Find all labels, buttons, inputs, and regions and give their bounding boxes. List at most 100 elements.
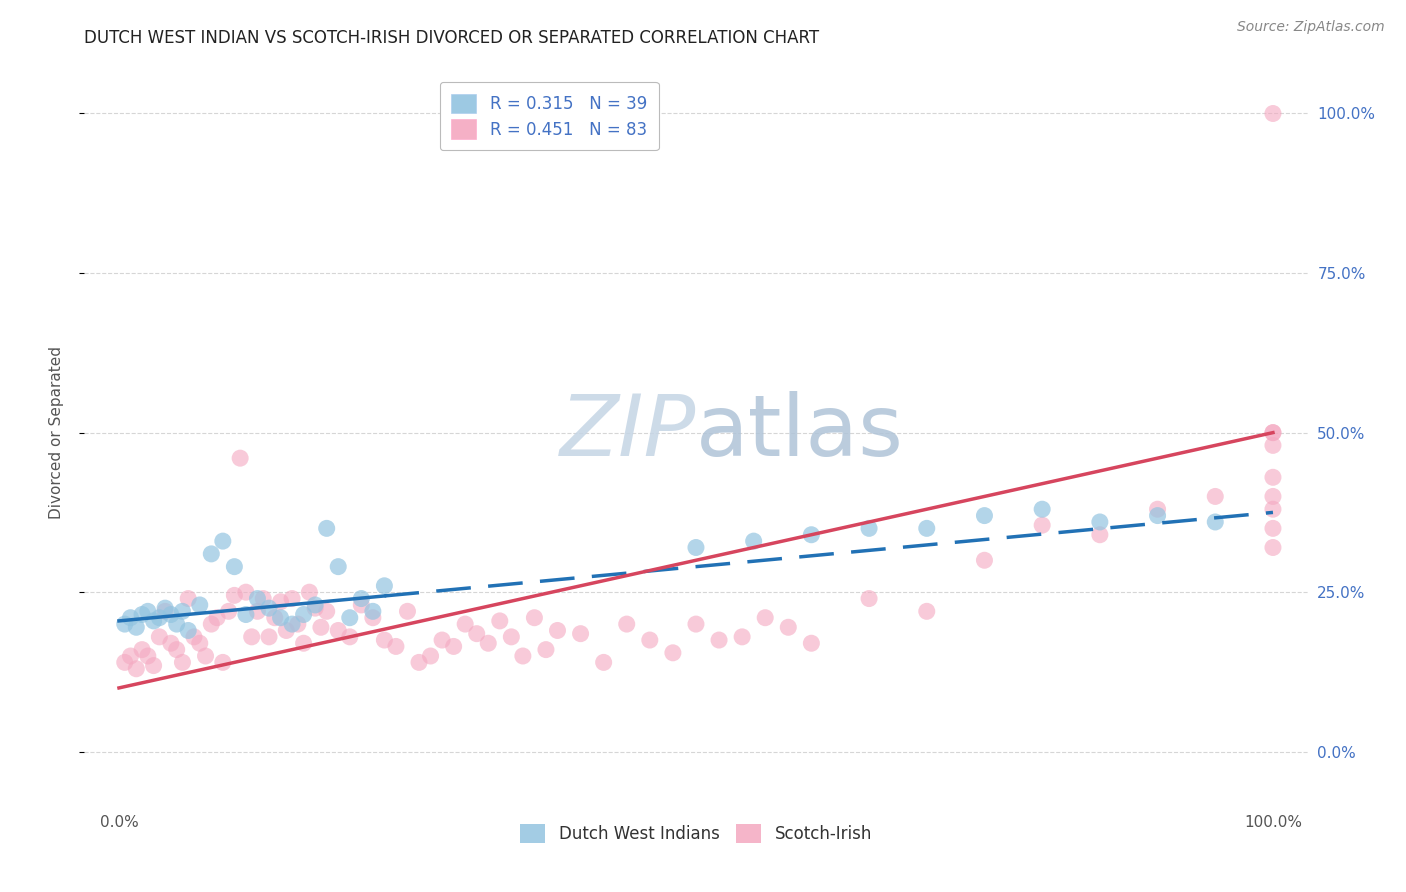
- Point: [800, 527, 823, 541]
- Point: [1261, 438, 1284, 452]
- Point: [385, 640, 408, 654]
- Point: [915, 521, 938, 535]
- Point: [512, 648, 534, 663]
- Point: [315, 604, 337, 618]
- Point: [339, 611, 361, 625]
- Point: [292, 607, 315, 622]
- Point: [114, 617, 136, 632]
- Point: [534, 642, 557, 657]
- Point: [160, 607, 183, 622]
- Point: [304, 601, 326, 615]
- Point: [114, 656, 136, 670]
- Point: [742, 534, 765, 549]
- Point: [361, 604, 384, 618]
- Point: [858, 521, 880, 535]
- Point: [281, 591, 304, 606]
- Point: [270, 595, 292, 609]
- Point: [218, 604, 240, 618]
- Point: [136, 648, 159, 663]
- Point: [200, 547, 222, 561]
- Point: [205, 611, 228, 625]
- Point: [281, 617, 304, 632]
- Point: [246, 591, 269, 606]
- Point: [1261, 502, 1284, 516]
- Y-axis label: Divorced or Separated: Divorced or Separated: [49, 346, 63, 519]
- Point: [142, 658, 165, 673]
- Point: [148, 630, 170, 644]
- Point: [328, 559, 350, 574]
- Point: [194, 648, 217, 663]
- Point: [292, 636, 315, 650]
- Point: [408, 656, 430, 670]
- Point: [177, 591, 200, 606]
- Point: [166, 617, 188, 632]
- Point: [501, 630, 523, 644]
- Point: [235, 607, 257, 622]
- Point: [125, 662, 148, 676]
- Point: [172, 656, 194, 670]
- Point: [685, 617, 707, 632]
- Point: [1261, 470, 1284, 484]
- Point: [224, 559, 246, 574]
- Point: [276, 624, 298, 638]
- Point: [240, 630, 263, 644]
- Point: [523, 611, 546, 625]
- Point: [229, 451, 252, 466]
- Point: [257, 630, 280, 644]
- Point: [339, 630, 361, 644]
- Point: [419, 648, 441, 663]
- Point: [477, 636, 499, 650]
- Point: [131, 642, 153, 657]
- Point: [488, 614, 510, 628]
- Point: [224, 588, 246, 602]
- Point: [309, 620, 332, 634]
- Point: [778, 620, 800, 634]
- Point: [973, 553, 995, 567]
- Text: DUTCH WEST INDIAN VS SCOTCH-IRISH DIVORCED OR SEPARATED CORRELATION CHART: DUTCH WEST INDIAN VS SCOTCH-IRISH DIVORC…: [84, 29, 820, 47]
- Point: [153, 604, 176, 618]
- Point: [430, 633, 453, 648]
- Point: [1261, 541, 1284, 555]
- Legend: Dutch West Indians, Scotch-Irish: Dutch West Indians, Scotch-Irish: [513, 817, 879, 850]
- Point: [1261, 425, 1284, 440]
- Point: [1146, 502, 1168, 516]
- Point: [287, 617, 309, 632]
- Point: [731, 630, 754, 644]
- Point: [465, 626, 488, 640]
- Point: [1031, 502, 1053, 516]
- Point: [160, 636, 183, 650]
- Point: [298, 585, 321, 599]
- Point: [1261, 425, 1284, 440]
- Point: [350, 598, 373, 612]
- Point: [1261, 490, 1284, 504]
- Point: [1204, 515, 1226, 529]
- Point: [252, 591, 274, 606]
- Point: [1261, 106, 1284, 120]
- Point: [707, 633, 730, 648]
- Point: [125, 620, 148, 634]
- Point: [183, 630, 205, 644]
- Point: [263, 611, 285, 625]
- Point: [443, 640, 465, 654]
- Point: [211, 534, 233, 549]
- Point: [1031, 518, 1053, 533]
- Point: [177, 624, 200, 638]
- Point: [153, 601, 176, 615]
- Text: atlas: atlas: [696, 391, 904, 475]
- Point: [638, 633, 661, 648]
- Point: [361, 611, 384, 625]
- Point: [1146, 508, 1168, 523]
- Point: [858, 591, 880, 606]
- Point: [131, 607, 153, 622]
- Point: [569, 626, 592, 640]
- Point: [592, 656, 614, 670]
- Point: [350, 591, 373, 606]
- Point: [1088, 515, 1111, 529]
- Point: [662, 646, 685, 660]
- Point: [800, 636, 823, 650]
- Point: [454, 617, 477, 632]
- Point: [166, 642, 188, 657]
- Point: [188, 598, 211, 612]
- Point: [373, 579, 395, 593]
- Point: [304, 598, 326, 612]
